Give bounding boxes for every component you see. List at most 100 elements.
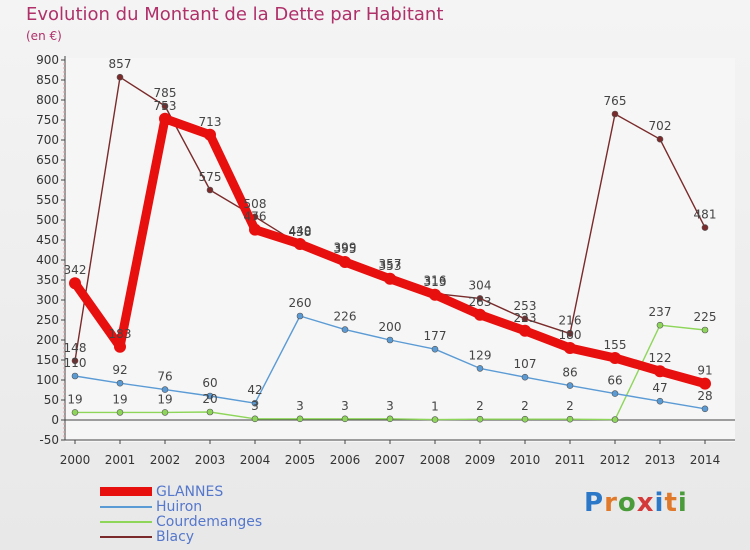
legend-swatch bbox=[100, 520, 152, 523]
data-label-courdemanges: 20 bbox=[202, 392, 217, 406]
data-label-courdemanges: 1 bbox=[431, 400, 439, 414]
point-huiron bbox=[206, 392, 214, 400]
x-tick-label: 2004 bbox=[240, 453, 271, 467]
point-huiron bbox=[611, 390, 619, 397]
y-tick-label: 650 bbox=[36, 153, 59, 167]
y-tick-label: 50 bbox=[44, 393, 59, 407]
legend: GLANNES Huiron Courdemanges Blacy bbox=[100, 484, 262, 545]
data-label-blacy: 575 bbox=[199, 170, 222, 184]
data-label-glannes: 180 bbox=[559, 328, 582, 342]
point-glannes bbox=[429, 288, 441, 301]
y-tick-label: 0 bbox=[51, 413, 59, 427]
data-label-courdemanges: 2 bbox=[521, 399, 529, 413]
point-blacy bbox=[206, 186, 214, 194]
y-tick-label: 400 bbox=[36, 253, 59, 267]
data-label-huiron: 110 bbox=[64, 356, 87, 370]
point-blacy bbox=[71, 357, 79, 365]
data-label-glannes: 476 bbox=[244, 210, 267, 224]
x-tick-label: 2009 bbox=[465, 453, 496, 467]
data-label-glannes: 183 bbox=[109, 327, 132, 341]
point-huiron bbox=[161, 386, 169, 393]
point-blacy bbox=[566, 330, 574, 337]
x-tick-label: 2013 bbox=[645, 453, 676, 467]
point-courdemanges bbox=[116, 409, 124, 416]
y-tick-label: 150 bbox=[36, 353, 59, 367]
data-label-courdemanges: 3 bbox=[386, 399, 394, 413]
data-label-blacy: 304 bbox=[469, 278, 492, 292]
data-label-courdemanges: 19 bbox=[157, 392, 172, 406]
data-label-courdemanges: 19 bbox=[67, 392, 82, 406]
point-glannes bbox=[519, 324, 531, 337]
point-huiron bbox=[341, 326, 349, 333]
data-label-blacy: 357 bbox=[379, 257, 402, 271]
point-huiron bbox=[116, 379, 124, 387]
point-glannes bbox=[294, 238, 306, 250]
point-huiron bbox=[566, 382, 574, 389]
y-tick-label: 800 bbox=[36, 93, 59, 107]
data-label-blacy: 785 bbox=[154, 86, 177, 100]
legend-item-huiron: Huiron bbox=[100, 499, 262, 515]
point-glannes bbox=[159, 112, 171, 125]
y-tick-label: 300 bbox=[36, 293, 59, 307]
proxiti-logo: Proxiti bbox=[584, 488, 688, 518]
point-courdemanges bbox=[161, 409, 169, 416]
x-tick-label: 2007 bbox=[375, 453, 406, 467]
point-huiron bbox=[521, 373, 529, 381]
y-tick-label: 700 bbox=[36, 133, 59, 147]
data-label-huiron: 92 bbox=[112, 363, 127, 377]
data-label-blacy: 216 bbox=[559, 314, 582, 328]
data-label-courdemanges: 3 bbox=[296, 399, 304, 413]
data-label-glannes: 263 bbox=[469, 295, 492, 309]
point-courdemanges bbox=[611, 416, 619, 423]
point-courdemanges bbox=[656, 321, 664, 329]
data-label-glannes: 122 bbox=[649, 351, 672, 365]
point-courdemanges bbox=[476, 415, 484, 423]
point-courdemanges bbox=[296, 415, 304, 423]
x-tick-label: 2003 bbox=[195, 453, 226, 467]
data-label-glannes: 395 bbox=[334, 242, 357, 256]
data-label-huiron: 129 bbox=[469, 348, 492, 362]
data-label-huiron: 42 bbox=[247, 383, 262, 397]
x-tick-label: 2005 bbox=[285, 453, 316, 467]
point-blacy bbox=[611, 110, 619, 118]
data-label-blacy: 481 bbox=[694, 208, 717, 222]
point-courdemanges bbox=[386, 415, 394, 423]
point-courdemanges bbox=[566, 415, 574, 423]
data-label-glannes: 342 bbox=[64, 263, 87, 277]
data-label-blacy: 765 bbox=[604, 94, 627, 108]
point-courdemanges bbox=[341, 415, 349, 423]
data-label-blacy: 253 bbox=[514, 299, 537, 313]
point-huiron bbox=[71, 372, 79, 380]
legend-item-courdemanges: Courdemanges bbox=[100, 514, 262, 530]
data-label-blacy: 399 bbox=[334, 240, 357, 254]
legend-swatch bbox=[100, 487, 152, 496]
data-label-courdemanges: 19 bbox=[112, 392, 127, 406]
data-label-huiron: 177 bbox=[424, 329, 447, 343]
y-tick-label: 500 bbox=[36, 213, 59, 227]
point-courdemanges bbox=[701, 326, 709, 334]
data-label-glannes: 155 bbox=[604, 338, 627, 352]
x-tick-label: 2006 bbox=[330, 453, 361, 467]
y-tick-label: 550 bbox=[36, 193, 59, 207]
point-glannes bbox=[249, 223, 261, 236]
x-tick-label: 2008 bbox=[420, 453, 451, 467]
data-label-courdemanges: 225 bbox=[694, 310, 717, 324]
data-label-huiron: 260 bbox=[289, 296, 312, 310]
y-tick-label: 850 bbox=[36, 73, 59, 87]
data-label-glannes: 91 bbox=[697, 364, 712, 378]
legend-swatch bbox=[100, 535, 152, 538]
point-glannes bbox=[204, 128, 216, 141]
data-label-glannes: 440 bbox=[289, 224, 312, 238]
point-glannes bbox=[609, 352, 621, 364]
y-tick-label: -50 bbox=[39, 433, 59, 447]
point-huiron bbox=[296, 312, 304, 320]
x-tick-label: 2010 bbox=[510, 453, 541, 467]
data-label-courdemanges: 2 bbox=[566, 399, 574, 413]
point-blacy bbox=[521, 315, 529, 323]
x-tick-label: 2002 bbox=[150, 453, 181, 467]
point-blacy bbox=[161, 102, 169, 110]
point-huiron bbox=[431, 345, 439, 353]
y-tick-label: 350 bbox=[36, 273, 59, 287]
data-label-glannes: 353 bbox=[379, 259, 402, 273]
data-label-huiron: 226 bbox=[334, 310, 357, 324]
